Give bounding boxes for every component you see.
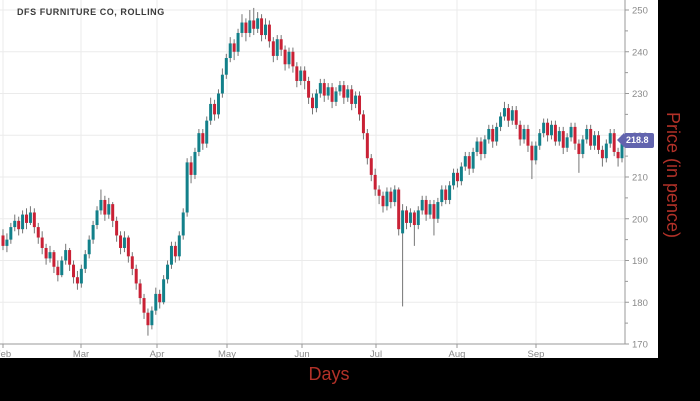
y-axis-title: Price (in pence) [663, 112, 683, 239]
candlestick-chart[interactable]: 170180190200210220230240250FebMarAprMayJ… [0, 0, 658, 358]
svg-text:May: May [218, 349, 236, 358]
svg-text:170: 170 [632, 340, 648, 351]
svg-text:Mar: Mar [73, 349, 89, 358]
chart-panel: 170180190200210220230240250FebMarAprMayJ… [0, 0, 658, 358]
svg-text:230: 230 [632, 89, 648, 100]
price-tag-arrow-icon [617, 133, 624, 148]
svg-text:250: 250 [632, 6, 648, 17]
x-axis-title: Days [308, 364, 350, 384]
svg-text:Feb: Feb [0, 349, 11, 358]
svg-text:Jul: Jul [370, 349, 382, 358]
svg-text:Apr: Apr [150, 349, 165, 358]
svg-text:Jun: Jun [294, 349, 309, 358]
last-price-value: 218.8 [624, 132, 654, 148]
chart-title: DFS FURNITURE CO, ROLLING [17, 7, 165, 17]
svg-text:180: 180 [632, 298, 648, 309]
svg-text:210: 210 [632, 173, 648, 184]
svg-text:240: 240 [632, 47, 648, 58]
last-price-tag: 218.8 [617, 132, 654, 148]
svg-text:Sep: Sep [528, 349, 545, 358]
svg-text:Aug: Aug [449, 349, 466, 358]
svg-text:190: 190 [632, 256, 648, 267]
svg-text:200: 200 [632, 214, 648, 225]
